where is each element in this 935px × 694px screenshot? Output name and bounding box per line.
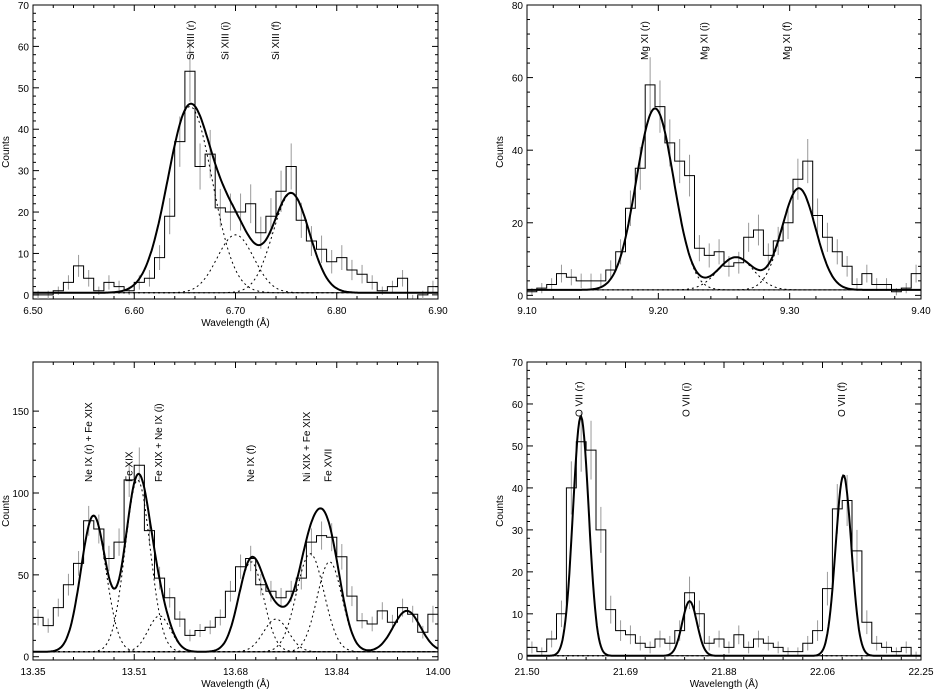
y-tick-label: 60 xyxy=(512,74,524,85)
histogram-step xyxy=(33,70,438,299)
y-tick-label: 10 xyxy=(512,610,524,621)
line-id-label: Fe XVII xyxy=(323,449,334,482)
line-id-label: Fe XIX + Ne IX (i) xyxy=(154,403,165,482)
panel-o-vii: 21.50 21.69 21.88 22.06 22.25 0 10 20 30 40 50 60 70… xyxy=(495,358,934,690)
line-id-label: O VII (i) xyxy=(682,383,693,417)
component-profile xyxy=(33,105,438,294)
x-tick-label: 6.80 xyxy=(327,306,347,317)
y-tick-label: 0 xyxy=(517,652,523,663)
y-tick-label: 40 xyxy=(512,484,524,495)
x-tick-label: 13.51 xyxy=(122,667,147,678)
plot-data xyxy=(33,40,438,299)
y-tick-label: 50 xyxy=(512,442,524,453)
x-tick-label: 14.00 xyxy=(425,667,450,678)
x-axis-title: Wavelength (Å) xyxy=(690,677,759,690)
line-id-label: Si XIII (i) xyxy=(220,22,231,60)
x-tick-label: 6.60 xyxy=(125,306,145,317)
line-id-label: Si XIII (r) xyxy=(186,21,197,60)
x-tick-label: 9.30 xyxy=(780,306,800,317)
y-tick-label: 30 xyxy=(18,167,30,178)
component-profile xyxy=(33,234,438,294)
plot-data xyxy=(527,411,921,660)
y-tick-label: 80 xyxy=(512,1,524,12)
y-tick-label: 70 xyxy=(512,358,524,369)
histogram-step xyxy=(33,464,438,636)
line-id-label: Ne IX (f) xyxy=(246,445,257,482)
line-id-label: Mg XI (r) xyxy=(640,21,651,60)
y-tick-label: 0 xyxy=(23,653,29,664)
model-fit xyxy=(33,472,438,653)
y-axis-title: Counts xyxy=(1,136,12,168)
y-tick-label: 40 xyxy=(512,146,524,157)
component-profile xyxy=(33,479,438,653)
x-tick-label: 21.88 xyxy=(711,667,736,678)
y-axis-title: Counts xyxy=(495,136,506,168)
y-tick-label: 70 xyxy=(18,1,30,12)
panel-si-xiii: 6.50 6.60 6.70 6.80 6.90 0 10 20 30 40 50 60 70 Wavel… xyxy=(1,1,448,329)
model-fit xyxy=(527,107,921,291)
y-tick-label: 20 xyxy=(18,208,30,219)
x-tick-label: 13.35 xyxy=(20,667,45,678)
x-tick-label: 6.70 xyxy=(226,306,246,317)
y-axis-title: Counts xyxy=(1,495,12,527)
y-tick-label: 20 xyxy=(512,219,524,230)
line-id-label: Ni XIX + Fe XIX xyxy=(302,411,313,482)
y-tick-label: 0 xyxy=(517,291,523,302)
panel-ne-ix-fe: 13.35 13.51 13.68 13.84 14.00 0 50 100 150 Wavele… xyxy=(1,361,451,690)
x-tick-label: 21.69 xyxy=(613,667,638,678)
x-tick-label: 6.90 xyxy=(428,306,448,317)
line-id-label: Fe XIX xyxy=(125,451,136,482)
x-tick-label: 9.10 xyxy=(517,306,537,317)
line-id-label: Mg XI (f) xyxy=(782,22,793,60)
x-tick-label: 22.06 xyxy=(810,667,835,678)
x-axis-title: Wavelength (Å) xyxy=(201,677,270,690)
y-axis-title: Counts xyxy=(495,495,506,527)
line-id-label: Si XIII (f) xyxy=(271,21,282,60)
x-tick-label: 13.84 xyxy=(324,667,349,678)
x-tick-label: 9.40 xyxy=(911,306,931,317)
line-id-label: O VII (f) xyxy=(837,382,848,417)
y-tick-label: 150 xyxy=(12,407,29,418)
y-tick-label: 50 xyxy=(18,84,30,95)
line-id-label: Ne IX (r) + Fe XIX xyxy=(84,402,95,482)
x-tick-label: 9.20 xyxy=(649,306,669,317)
y-tick-label: 60 xyxy=(512,400,524,411)
y-tick-label: 30 xyxy=(512,526,524,537)
y-tick-label: 0 xyxy=(23,291,29,302)
x-axis-title: Wavelength (Å) xyxy=(201,316,270,329)
y-tick-label: 50 xyxy=(18,571,30,582)
y-tick-label: 40 xyxy=(18,125,30,136)
x-tick-label: 22.25 xyxy=(908,667,933,678)
panel-mg-xi: 9.10 9.20 9.30 9.40 0 20 40 60 80 Counts Mg XI (r)… xyxy=(495,1,931,317)
histogram-step xyxy=(527,84,921,293)
model-fit xyxy=(33,102,438,294)
plot-data xyxy=(527,57,921,296)
y-tick-label: 60 xyxy=(18,42,30,53)
x-tick-label: 21.50 xyxy=(514,667,539,678)
plot-data xyxy=(33,447,438,653)
component-profile xyxy=(33,618,438,653)
plot-frame xyxy=(32,4,439,300)
y-tick-label: 20 xyxy=(512,568,524,579)
y-tick-label: 100 xyxy=(12,489,29,500)
x-tick-label: 13.68 xyxy=(223,667,248,678)
x-tick-label: 6.50 xyxy=(23,306,43,317)
line-id-label: O VII (r) xyxy=(575,381,586,417)
y-tick-label: 10 xyxy=(18,249,30,260)
plot-frame xyxy=(526,4,922,300)
line-id-label: Mg XI (i) xyxy=(699,22,710,60)
